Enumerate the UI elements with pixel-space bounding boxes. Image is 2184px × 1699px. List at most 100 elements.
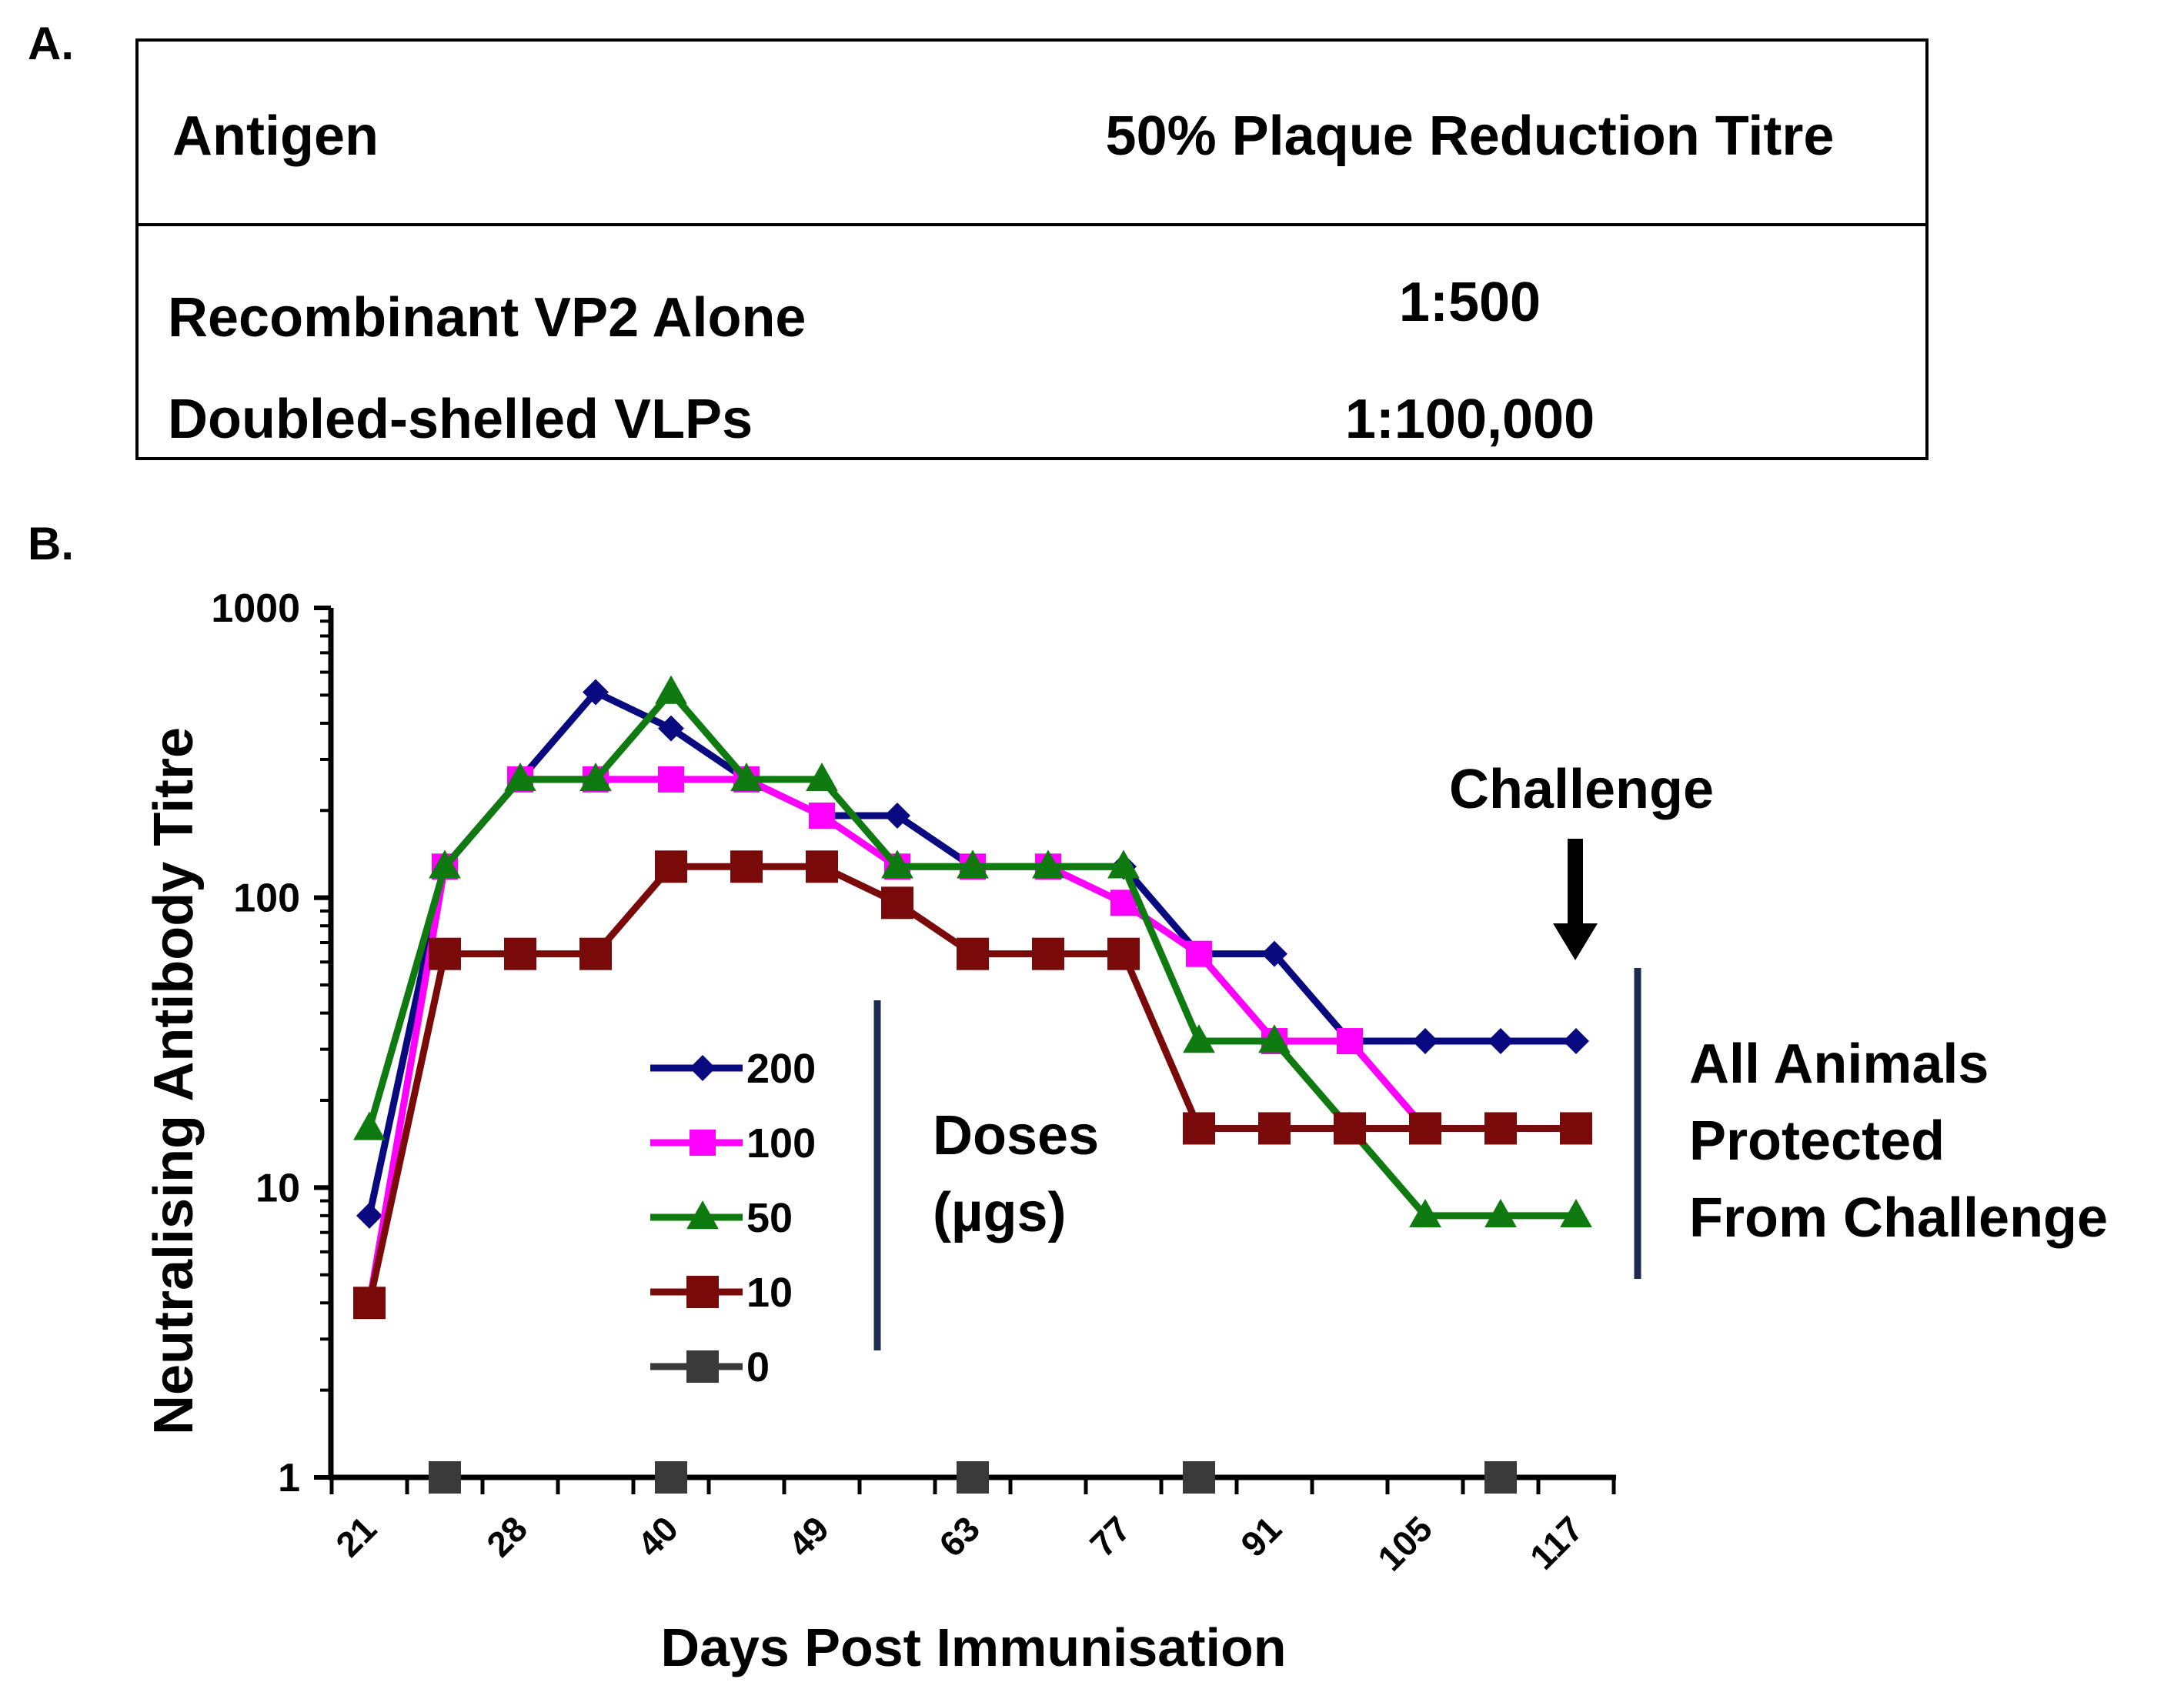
- table-divider: [139, 223, 1925, 226]
- data-point: [881, 886, 913, 920]
- x-tick-label: 77: [1082, 1508, 1138, 1564]
- legend-label: 100: [746, 1120, 816, 1167]
- legend-swatch-marker: [686, 1200, 719, 1230]
- data-point: [1258, 1112, 1291, 1145]
- data-point: [957, 850, 989, 879]
- x-tick-label: 117: [1522, 1508, 1591, 1577]
- y-tick-label: 1: [278, 1456, 300, 1500]
- series-10: [353, 850, 1592, 1320]
- legend-title-units: (µgs): [933, 1182, 1066, 1243]
- data-point: [658, 766, 684, 793]
- y-tick-label: 10: [255, 1166, 300, 1210]
- challenge-arrow-head: [1553, 923, 1598, 960]
- challenge-arrow-shaft: [1568, 839, 1583, 923]
- legend-item-10: 10: [650, 1270, 793, 1316]
- data-point: [655, 675, 687, 704]
- x-tick-label: 49: [780, 1508, 837, 1564]
- data-point: [356, 1202, 382, 1229]
- y-axis-title: Neutralising Antibody Titre: [143, 727, 205, 1435]
- data-point: [1183, 1112, 1215, 1145]
- table-header-antigen: Antigen: [172, 105, 379, 167]
- data-point: [504, 763, 536, 792]
- data-point: [429, 850, 461, 879]
- table-row-1-antigen: Recombinant VP2 Alone: [168, 287, 806, 349]
- data-point: [655, 850, 687, 883]
- x-axis-title: Days Post Immunisation: [661, 1617, 1287, 1677]
- data-point: [1261, 940, 1287, 967]
- data-point: [1484, 1198, 1517, 1228]
- data-point: [881, 850, 913, 879]
- legend-swatch-marker: [690, 1130, 716, 1156]
- series-50: [353, 675, 1592, 1228]
- data-point: [806, 763, 838, 792]
- data-point: [1107, 937, 1140, 970]
- data-point: [353, 1111, 386, 1140]
- data-point: [579, 937, 612, 970]
- table-row-2-antigen: Doubled-shelled VLPs: [168, 389, 753, 450]
- protected-text-line: From Challenge: [1689, 1187, 2108, 1249]
- series-0: [429, 1461, 1517, 1494]
- data-point: [730, 763, 763, 792]
- data-point: [1560, 1112, 1592, 1145]
- data-point: [1484, 1112, 1517, 1145]
- panel-label-b: B.: [28, 518, 74, 569]
- x-tick-label: 105: [1370, 1508, 1440, 1578]
- data-point: [1258, 1024, 1291, 1053]
- data-point: [579, 763, 612, 792]
- x-tick-label: 40: [629, 1508, 686, 1564]
- legend-swatch-marker: [686, 1276, 719, 1308]
- y-tick-label: 1000: [211, 586, 300, 631]
- data-point: [1183, 1024, 1215, 1053]
- data-point: [1186, 940, 1212, 967]
- data-point: [658, 715, 684, 742]
- data-point: [806, 850, 838, 883]
- table-row-1-titre: 1:500: [1398, 272, 1541, 333]
- data-point: [957, 1461, 989, 1494]
- table-header-titre: 50% Plaque Reduction Titre: [1105, 105, 1835, 167]
- data-point: [1183, 1461, 1215, 1494]
- x-tick-label: 63: [931, 1508, 987, 1564]
- legend-title-doses: Doses: [933, 1105, 1099, 1167]
- legend-item-50: 50: [650, 1195, 793, 1241]
- data-point: [1560, 1198, 1592, 1228]
- data-point: [957, 937, 989, 970]
- data-point: [884, 802, 910, 829]
- challenge-label: Challenge: [1449, 759, 1714, 820]
- legend-swatch-marker: [690, 1055, 716, 1081]
- data-point: [1563, 1028, 1589, 1055]
- data-point: [1409, 1112, 1441, 1145]
- panel-label-a: A.: [28, 18, 74, 69]
- data-point: [504, 937, 536, 970]
- data-point: [1409, 1198, 1441, 1228]
- table-row-2-titre: 1:100,000: [1344, 389, 1595, 450]
- protected-text-line: All Animals: [1689, 1033, 1989, 1095]
- x-tick-label: 28: [479, 1508, 535, 1564]
- data-point: [1334, 1112, 1366, 1145]
- y-tick-label: 100: [233, 876, 300, 921]
- data-point: [1032, 850, 1064, 879]
- titre-table: Antigen 50% Plaque Reduction Titre Recom…: [135, 38, 1929, 460]
- data-point: [353, 1287, 386, 1320]
- protected-text-line: Protected: [1689, 1110, 1945, 1172]
- data-point: [1032, 937, 1064, 970]
- x-tick-label: 91: [1233, 1508, 1289, 1564]
- data-point: [1484, 1461, 1517, 1494]
- legend-swatch-marker: [686, 1350, 719, 1383]
- data-point: [429, 1461, 461, 1494]
- data-point: [429, 937, 461, 970]
- x-tick-label: 21: [328, 1508, 384, 1564]
- legend-label: 200: [746, 1046, 816, 1092]
- legend-item-0: 0: [650, 1344, 770, 1390]
- data-point: [809, 802, 835, 829]
- legend-label: 10: [746, 1270, 793, 1316]
- data-point: [1412, 1028, 1438, 1055]
- data-point: [1107, 850, 1140, 879]
- data-point: [655, 1461, 687, 1494]
- legend-item-200: 200: [650, 1046, 816, 1092]
- legend-item-100: 100: [650, 1120, 816, 1167]
- legend-label: 0: [746, 1344, 770, 1390]
- data-point: [730, 850, 763, 883]
- data-point: [583, 679, 609, 706]
- legend-label: 50: [746, 1195, 793, 1241]
